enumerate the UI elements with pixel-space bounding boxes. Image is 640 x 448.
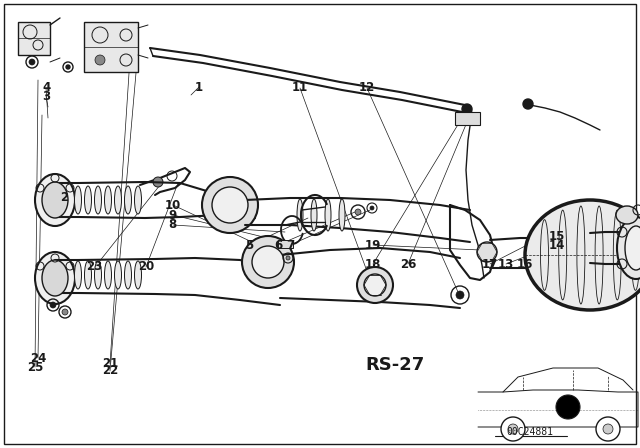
- Ellipse shape: [311, 199, 317, 231]
- Ellipse shape: [325, 199, 331, 231]
- Polygon shape: [18, 22, 50, 55]
- Text: 17: 17: [481, 258, 498, 271]
- Text: 15: 15: [548, 230, 565, 243]
- Text: 12: 12: [358, 81, 375, 95]
- Text: 22: 22: [102, 364, 118, 378]
- Circle shape: [523, 99, 533, 109]
- Text: 20: 20: [138, 260, 154, 273]
- Text: 13: 13: [497, 258, 514, 271]
- Ellipse shape: [95, 261, 102, 289]
- Ellipse shape: [42, 260, 68, 296]
- Text: 24: 24: [30, 352, 47, 365]
- Circle shape: [212, 187, 248, 223]
- Text: 21: 21: [102, 357, 118, 370]
- Ellipse shape: [134, 261, 141, 289]
- Ellipse shape: [74, 261, 81, 289]
- Circle shape: [29, 59, 35, 65]
- Ellipse shape: [339, 199, 345, 231]
- Circle shape: [95, 55, 105, 65]
- Ellipse shape: [297, 199, 303, 231]
- Circle shape: [364, 274, 386, 296]
- Circle shape: [501, 417, 525, 441]
- Ellipse shape: [104, 261, 111, 289]
- Circle shape: [202, 177, 258, 233]
- Circle shape: [357, 267, 393, 303]
- Text: 9: 9: [169, 208, 177, 222]
- Text: 00C24881: 00C24881: [506, 427, 554, 437]
- Circle shape: [603, 424, 613, 434]
- Circle shape: [50, 302, 56, 308]
- Circle shape: [355, 209, 361, 215]
- Text: 1: 1: [195, 81, 202, 94]
- Circle shape: [153, 177, 163, 187]
- Ellipse shape: [617, 217, 640, 279]
- Text: 26: 26: [400, 258, 417, 271]
- Circle shape: [370, 206, 374, 210]
- Ellipse shape: [525, 200, 640, 310]
- Circle shape: [477, 242, 497, 262]
- Circle shape: [556, 395, 580, 419]
- Polygon shape: [278, 240, 293, 248]
- Text: RS-27: RS-27: [365, 356, 424, 374]
- Ellipse shape: [125, 186, 131, 214]
- Ellipse shape: [95, 186, 102, 214]
- Ellipse shape: [616, 206, 638, 224]
- Circle shape: [62, 309, 68, 315]
- Text: 23: 23: [86, 260, 103, 273]
- Text: 25: 25: [27, 361, 44, 374]
- Ellipse shape: [115, 186, 122, 214]
- Ellipse shape: [42, 182, 68, 218]
- Text: 6: 6: [275, 239, 282, 252]
- Ellipse shape: [625, 226, 640, 270]
- Ellipse shape: [84, 186, 92, 214]
- Text: 5: 5: [246, 239, 253, 252]
- Circle shape: [66, 65, 70, 69]
- Ellipse shape: [35, 252, 75, 304]
- Circle shape: [508, 424, 518, 434]
- Circle shape: [286, 256, 290, 260]
- Text: 4: 4: [42, 81, 50, 95]
- Circle shape: [596, 417, 620, 441]
- Text: 14: 14: [548, 239, 565, 252]
- Circle shape: [252, 246, 284, 278]
- Ellipse shape: [84, 261, 92, 289]
- Ellipse shape: [104, 186, 111, 214]
- Ellipse shape: [74, 186, 81, 214]
- Circle shape: [242, 236, 294, 288]
- Text: 16: 16: [516, 258, 533, 271]
- Ellipse shape: [115, 261, 122, 289]
- Text: 10: 10: [164, 198, 181, 212]
- Circle shape: [462, 104, 472, 114]
- Text: 8: 8: [169, 218, 177, 232]
- Text: 3: 3: [42, 90, 50, 103]
- Polygon shape: [84, 22, 138, 72]
- Circle shape: [456, 291, 464, 299]
- Text: 7: 7: [286, 239, 294, 252]
- Text: 2: 2: [60, 190, 68, 204]
- Ellipse shape: [134, 186, 141, 214]
- Text: 18: 18: [365, 258, 381, 271]
- Polygon shape: [455, 112, 480, 125]
- Text: 19: 19: [365, 239, 381, 252]
- Ellipse shape: [35, 174, 75, 226]
- Text: 11: 11: [291, 81, 308, 95]
- Ellipse shape: [125, 261, 131, 289]
